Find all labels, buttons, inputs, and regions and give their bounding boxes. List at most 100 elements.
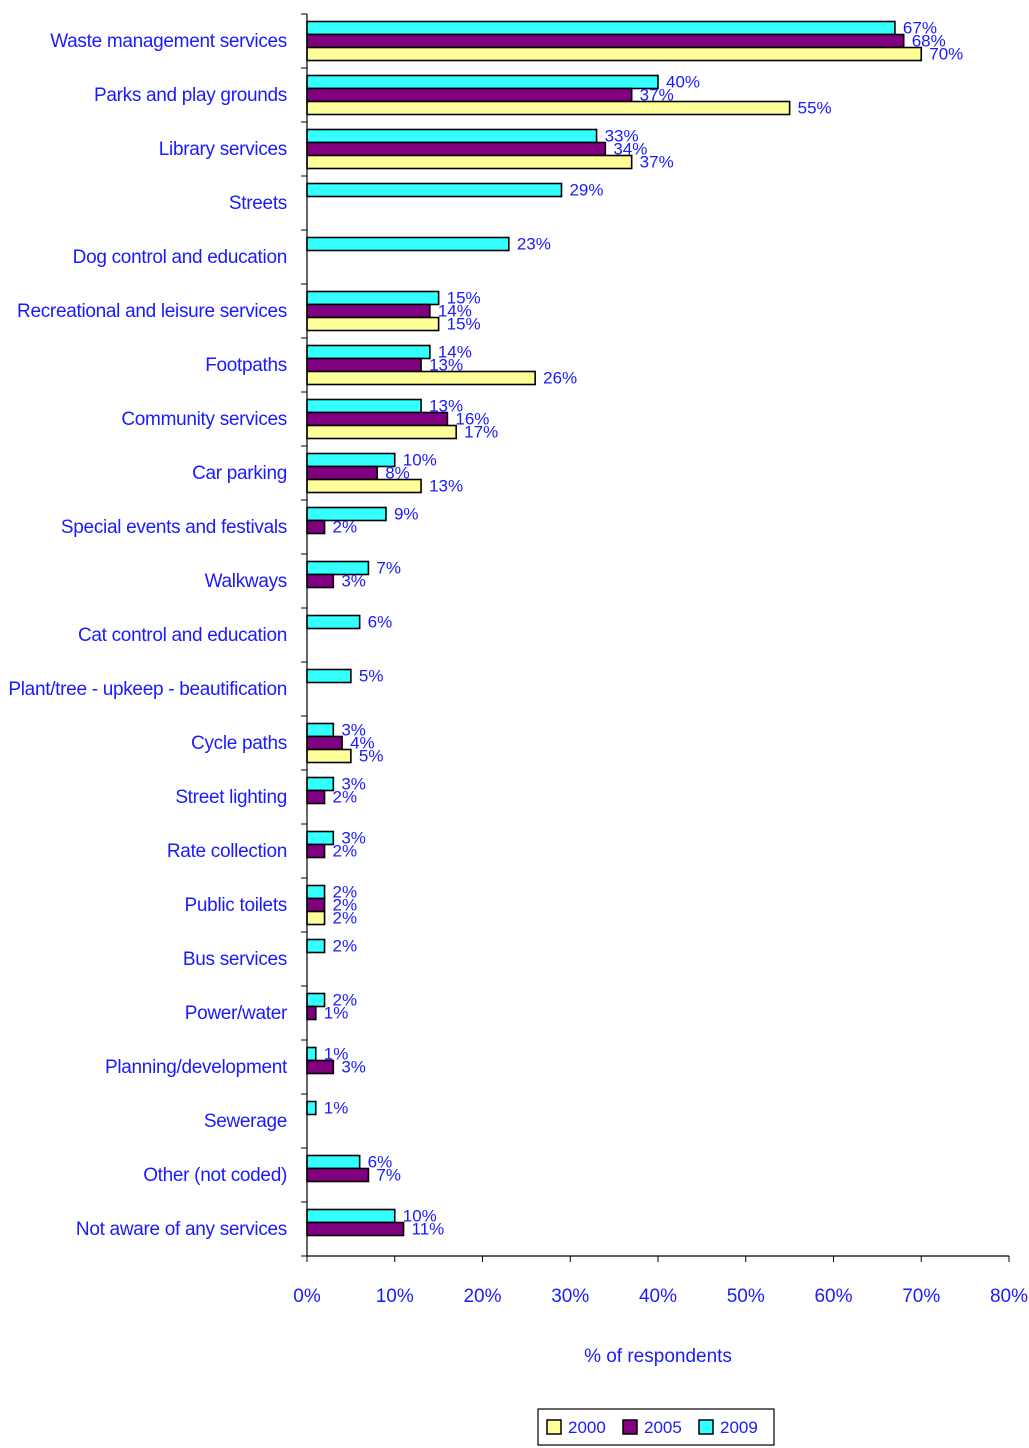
bar-2000 (306, 316, 440, 332)
bar-2005 (306, 33, 905, 49)
bar-2005 (306, 303, 431, 319)
data-label-2009: 40% (666, 73, 700, 92)
bar-2009 (306, 1046, 317, 1062)
data-label-2000: 13% (429, 477, 463, 496)
category-label: Library services (159, 139, 287, 160)
bar-2005 (306, 519, 326, 535)
data-label-2009: 6% (368, 613, 393, 632)
data-label-2005: 14% (438, 302, 472, 321)
bar-2009 (306, 398, 422, 414)
data-label-2005: 16% (455, 410, 489, 429)
bars (306, 20, 923, 1237)
bar-2009 (306, 668, 352, 684)
x-axis-title: % of respondents (584, 1346, 732, 1367)
x-tick-label: 30% (551, 1286, 589, 1307)
data-label-2005: 7% (376, 1166, 401, 1185)
bar-2009 (306, 1208, 396, 1224)
data-label-2009: 6% (368, 1153, 393, 1172)
data-label-2005: 2% (333, 896, 358, 915)
legend-swatch-2005 (622, 1419, 638, 1435)
data-label-2005: 8% (385, 464, 410, 483)
bar-2009 (306, 20, 896, 36)
bar-2009 (306, 344, 431, 360)
data-label-2009: 3% (341, 775, 366, 794)
bar-2009 (306, 452, 396, 468)
x-tick-label: 50% (727, 1286, 765, 1307)
category-label: Streets (229, 193, 287, 214)
bar-2009 (306, 74, 659, 90)
category-label: Walkways (205, 571, 287, 592)
bar-2009 (306, 722, 335, 738)
category-label: Public toilets (185, 895, 287, 916)
data-label-2005: 2% (333, 518, 358, 537)
data-label-2005: 13% (429, 356, 463, 375)
x-tick-label: 60% (814, 1286, 852, 1307)
bar-2009 (306, 1100, 317, 1116)
x-tick-label: 0% (293, 1286, 321, 1307)
data-labels: 67%68%70%40%37%55%33%34%37%29%23%15%14%1… (324, 19, 964, 1239)
bar-2005 (306, 1005, 317, 1021)
data-label-2009: 15% (447, 289, 481, 308)
data-label-2009: 33% (605, 127, 639, 146)
bar-2005 (306, 141, 607, 157)
bar-2000 (306, 46, 923, 62)
data-label-2009: 67% (903, 19, 937, 38)
category-label: Bus services (183, 949, 287, 970)
data-label-2009: 9% (394, 505, 419, 524)
data-label-2005: 37% (640, 86, 674, 105)
bar-2005 (306, 573, 335, 589)
data-label-2000: 37% (640, 153, 674, 172)
data-label-2009: 3% (341, 829, 366, 848)
data-label-2000: 5% (359, 747, 384, 766)
data-label-2009: 23% (517, 235, 551, 254)
bar-2005 (306, 735, 343, 751)
data-label-2005: 2% (333, 842, 358, 861)
data-label-2005: 2% (333, 788, 358, 807)
data-label-2005: 3% (341, 572, 366, 591)
bar-2000 (306, 910, 326, 926)
x-tick-label: 80% (990, 1286, 1028, 1307)
bar-2009 (306, 614, 361, 630)
category-label: Dog control and education (73, 247, 287, 268)
data-label-2000: 2% (333, 909, 358, 928)
data-label-2009: 5% (359, 667, 384, 686)
category-label: Cat control and education (78, 625, 287, 646)
bar-2000 (306, 100, 791, 116)
x-tick-label: 20% (463, 1286, 501, 1307)
data-label-2009: 2% (333, 991, 358, 1010)
bar-2009 (306, 938, 326, 954)
category-label: Community services (121, 409, 287, 430)
x-tick-label: 70% (902, 1286, 940, 1307)
bar-2005 (306, 789, 326, 805)
category-labels: Waste management services Parks and play … (8, 31, 288, 1240)
x-tick-label: 10% (376, 1286, 414, 1307)
data-label-2005: 4% (350, 734, 375, 753)
bar-2000 (306, 154, 633, 170)
data-label-2005: 34% (613, 140, 647, 159)
category-label: Not aware of any services (76, 1219, 287, 1240)
bar-2005 (306, 843, 326, 859)
data-label-2009: 1% (324, 1099, 349, 1118)
data-label-2000: 55% (798, 99, 832, 118)
data-label-2009: 2% (333, 883, 358, 902)
bar-2005 (306, 465, 378, 481)
category-label: Power/water (185, 1003, 288, 1024)
category-label: Recreational and leisure services (17, 301, 287, 322)
category-label: Rate collection (167, 841, 287, 862)
data-label-2009: 7% (376, 559, 401, 578)
x-axis: 0% 10% 20% 30% 40% 50% 60% 70% 80% (293, 13, 1028, 1307)
legend-swatch-2000 (546, 1419, 562, 1435)
bar-2005 (306, 1221, 405, 1237)
bar-2000 (306, 370, 536, 386)
category-label: Sewerage (204, 1111, 287, 1132)
bar-2009 (306, 182, 563, 198)
data-label-2000: 70% (929, 45, 963, 64)
legend: 2000 2005 2009 (537, 1408, 775, 1446)
legend-label-2009: 2009 (720, 1418, 758, 1437)
category-label: Other (not coded) (143, 1165, 287, 1186)
bar-2000 (306, 748, 352, 764)
data-label-2009: 13% (429, 397, 463, 416)
data-label-2009: 10% (403, 451, 437, 470)
data-label-2000: 17% (464, 423, 498, 442)
bar-2009 (306, 290, 440, 306)
